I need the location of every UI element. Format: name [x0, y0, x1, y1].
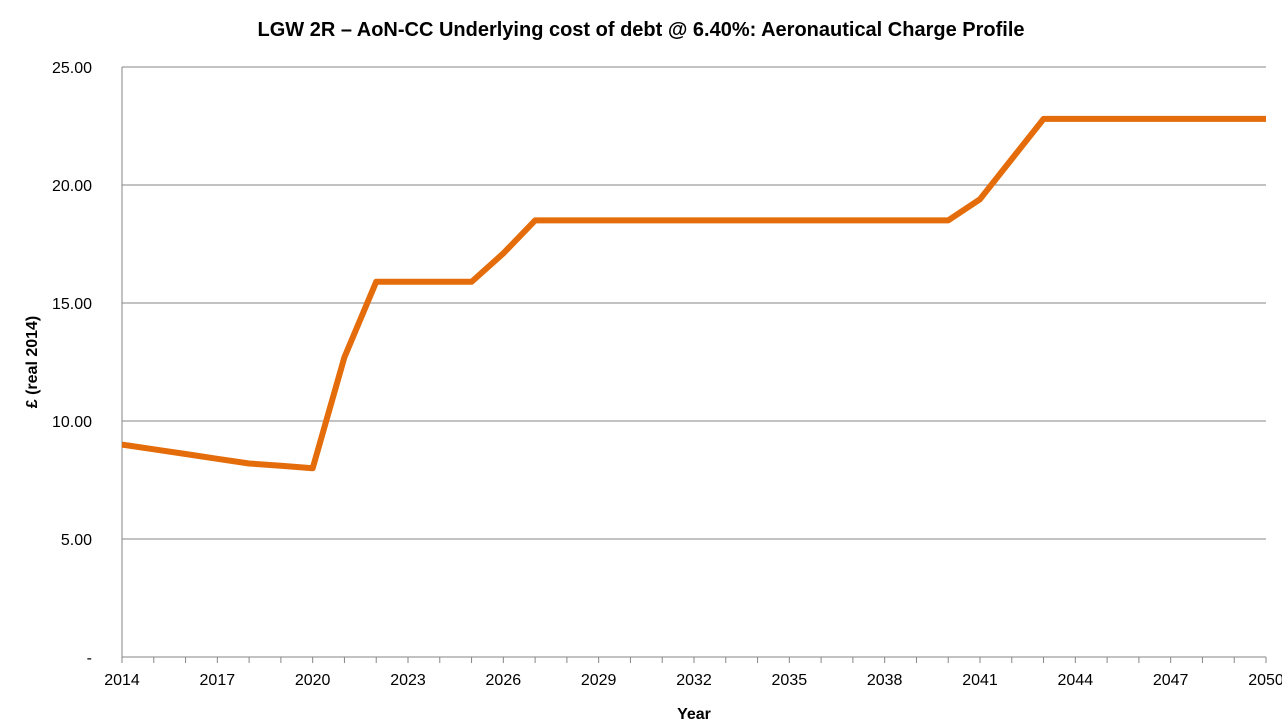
x-tick-label: 2026	[486, 672, 522, 689]
x-tick-label: 2041	[962, 672, 998, 689]
series-layer	[121, 115, 1266, 472]
x-tick-label: 2032	[676, 672, 712, 689]
series-line	[121, 115, 1266, 472]
x-tick-labels: 2014 2017 2020 2023 2026 2029 2032 2035 2038 2041…	[104, 672, 1282, 689]
x-tick-label: 2029	[581, 672, 617, 689]
x-tick-label: 2038	[867, 672, 903, 689]
grid-lines	[122, 66, 1266, 540]
x-axis-title: Year	[677, 706, 711, 723]
x-tick-label: 2020	[295, 672, 331, 689]
chart-title: LGW 2R – AoN-CC Underlying cost of debt …	[257, 19, 1024, 41]
y-tick-labels: - 5.00 10.00 15.00 20.00 25.00	[52, 60, 92, 667]
y-tick-label: 20.00	[52, 178, 92, 195]
y-tick-label: 5.00	[61, 532, 92, 549]
y-tick-label: 10.00	[52, 414, 92, 431]
x-tick-label: 2047	[1153, 672, 1189, 689]
x-tick-label: 2017	[200, 672, 236, 689]
axes	[121, 67, 1267, 663]
y-tick-label: -	[87, 650, 92, 667]
x-tick-label: 2014	[104, 672, 140, 689]
x-tick-label: 2050	[1248, 672, 1282, 689]
x-tick-label: 2035	[772, 672, 808, 689]
y-axis-title: £ (real 2014)	[24, 316, 41, 409]
y-tick-label: 15.00	[52, 296, 92, 313]
y-tick-label: 25.00	[52, 60, 92, 77]
x-tick-label: 2023	[390, 672, 426, 689]
x-tick-label: 2044	[1058, 672, 1094, 689]
